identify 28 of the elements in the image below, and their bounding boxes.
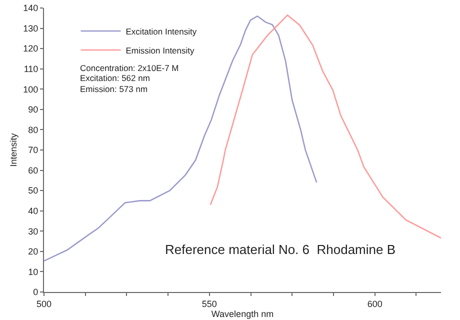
- y-tick-label: 50: [28, 186, 38, 196]
- y-axis-title: Intensity: [8, 132, 19, 167]
- annotation: Reference material No. 6 Rhodamine B: [165, 242, 396, 257]
- annotation: Excitation: 562 nm: [80, 73, 150, 83]
- y-tick-label: 40: [28, 206, 38, 216]
- x-tick-label: 550: [202, 298, 217, 309]
- y-tick-label: 30: [28, 226, 38, 236]
- x-tick-label: 600: [367, 298, 382, 309]
- y-tick-label: 20: [28, 246, 38, 257]
- y-tick-label: 80: [28, 124, 38, 135]
- line-series: [44, 15, 318, 262]
- y-tick-label: 100: [23, 84, 38, 94]
- y-tick-label: 120: [23, 44, 38, 54]
- x-axis-title: Wavelength nm: [211, 308, 274, 319]
- y-tick-label: 70: [28, 145, 38, 156]
- annotation: Concentration: 2x10E-7 M: [80, 63, 179, 73]
- line-series: [210, 14, 441, 239]
- y-tick-label: 60: [28, 165, 38, 176]
- y-tick-label: 10: [28, 266, 38, 277]
- y-tick-label: 110: [24, 64, 38, 74]
- y-tick-label: 140: [23, 3, 38, 14]
- legend-label: Emission Intensity: [126, 45, 196, 56]
- annotation: Emission: 573 nm: [80, 84, 148, 94]
- y-tick-label: 0: [33, 287, 38, 298]
- x-tick-label: 500: [36, 298, 52, 309]
- legend-label: Excitation Intensity: [126, 26, 198, 36]
- y-tick-label: 90: [28, 104, 38, 115]
- y-tick-label: 130: [23, 23, 38, 34]
